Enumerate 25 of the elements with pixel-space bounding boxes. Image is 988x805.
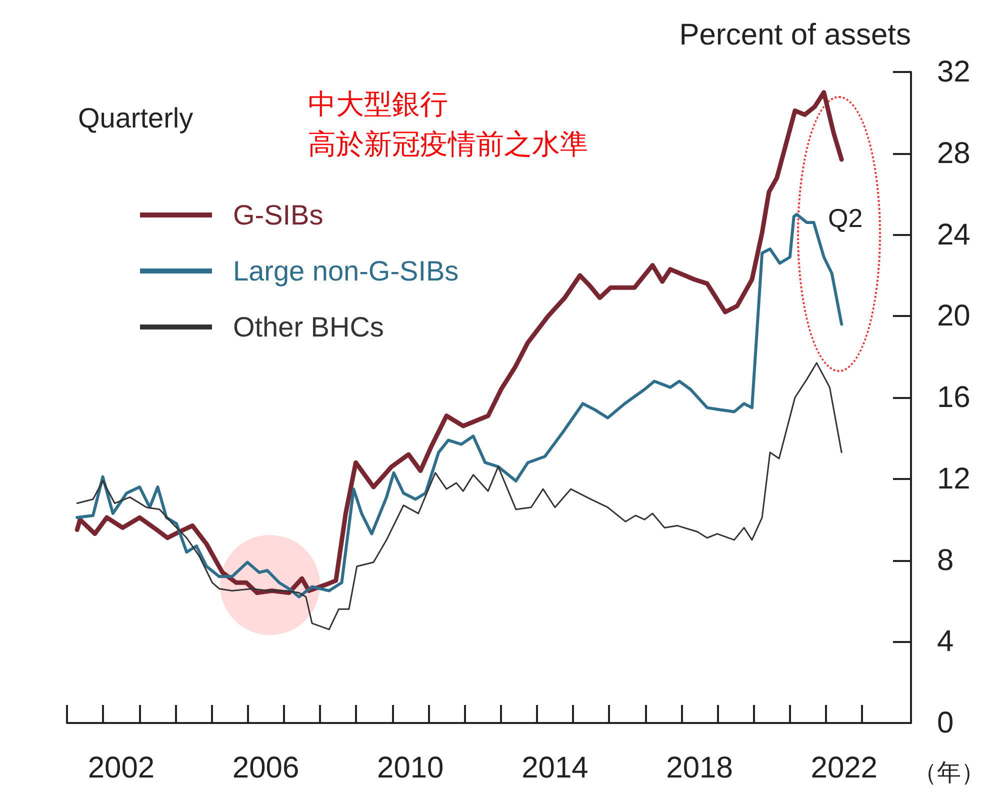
x-tick-label: 2002: [88, 752, 155, 784]
x-tick-label: 2006: [232, 752, 300, 784]
legend-label: G-SIBs: [233, 200, 324, 230]
y-tick-label: 12: [937, 462, 970, 496]
annotation: Q2: [828, 203, 863, 233]
annotation: Quarterly: [78, 102, 194, 134]
x-axis-title: （年）: [913, 760, 985, 786]
y-axis-title: Percent of assets: [679, 18, 911, 52]
y-tick-label: 8: [937, 544, 954, 577]
y-tick-label: 24: [937, 218, 970, 252]
line-series: [76, 362, 842, 630]
x-tick-label: 2014: [522, 752, 588, 784]
y-tick-label: 28: [937, 136, 970, 170]
x-tick-label: 2010: [377, 752, 444, 784]
y-tick-label: 32: [937, 56, 970, 88]
y-tick-label: 4: [937, 625, 954, 658]
y-tick-label: 0: [937, 706, 954, 740]
annotation: 中大型銀行: [308, 88, 448, 120]
x-tick-label: 2022: [810, 752, 878, 784]
annotation: 高於新冠疫情前之水準: [308, 128, 588, 160]
legend-label: Large non-G-SIBs: [233, 256, 459, 286]
y-tick-label: 16: [937, 381, 970, 414]
y-tick-label: 20: [937, 300, 970, 333]
x-tick-label: 2018: [666, 752, 733, 784]
legend-label: Other BHCs: [233, 312, 384, 342]
